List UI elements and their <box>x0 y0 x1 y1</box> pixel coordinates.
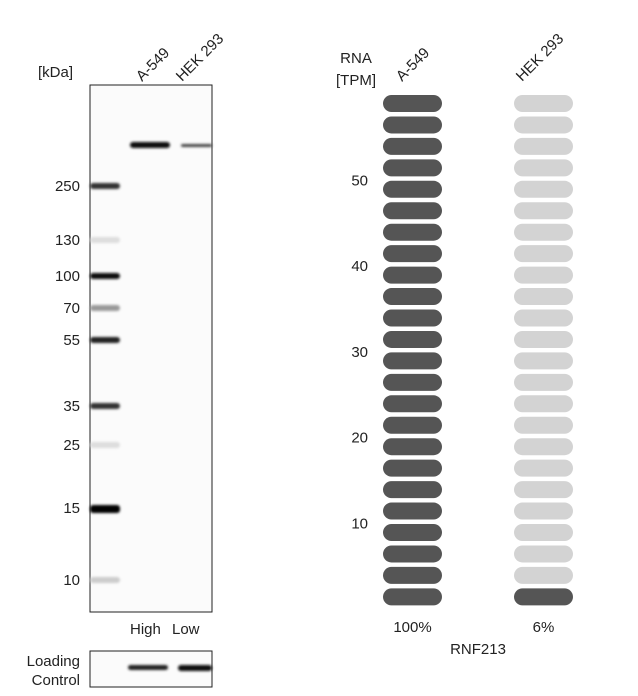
rna-pill <box>514 266 573 284</box>
rna-axis-label: RNA <box>340 50 372 67</box>
marker-label: 10 <box>63 572 80 589</box>
rna-pill <box>514 545 573 563</box>
rna-pill-filled <box>383 373 442 391</box>
rna-pill-filled <box>383 266 442 284</box>
marker-band <box>90 403 120 409</box>
marker-label: 130 <box>55 232 80 249</box>
rna-pill-filled <box>383 137 442 155</box>
marker-band <box>90 305 120 311</box>
marker-label: 25 <box>63 437 80 454</box>
lane-level: High <box>130 621 161 638</box>
rna-pill <box>514 223 573 241</box>
rna-pill-filled <box>383 116 442 134</box>
marker-band <box>90 577 120 583</box>
marker-label: 100 <box>55 268 80 285</box>
marker-band <box>90 273 120 279</box>
rna-pill <box>514 352 573 370</box>
marker-label: 35 <box>63 398 80 415</box>
rna-pill <box>514 159 573 177</box>
sample-label: HEK 293 <box>513 30 567 84</box>
rna-tick-label: 40 <box>351 258 368 275</box>
sample-label: A-549 <box>393 45 433 85</box>
rna-pill-filled <box>514 588 573 606</box>
rna-pill-filled <box>383 288 442 306</box>
rna-tick-label: 30 <box>351 344 368 361</box>
rna-pill <box>514 330 573 348</box>
lane-label: A-549 <box>133 45 173 85</box>
marker-label: 70 <box>63 300 80 317</box>
marker-band <box>90 337 120 343</box>
rna-pill-filled <box>383 245 442 263</box>
rna-pill-filled <box>383 416 442 434</box>
marker-band <box>90 183 120 189</box>
rna-pill <box>514 566 573 584</box>
ladder <box>90 183 120 583</box>
rna-pill <box>514 438 573 456</box>
unit-label: [kDa] <box>38 64 73 81</box>
rna-tick-label: 50 <box>351 172 368 189</box>
rna-pill-filled <box>383 481 442 499</box>
rna-pill-filled <box>383 159 442 177</box>
rna-pill <box>514 180 573 198</box>
rna-pill-filled <box>383 588 442 606</box>
rna-pill <box>514 309 573 327</box>
loading-control-label: Control <box>32 672 80 689</box>
rna-pill-filled <box>383 502 442 520</box>
rna-pill <box>514 459 573 477</box>
blot-membrane <box>89 84 213 613</box>
marker-band <box>90 505 120 513</box>
rna-pill <box>514 202 573 220</box>
rna-pill-filled <box>383 438 442 456</box>
rna-pill-filled <box>383 545 442 563</box>
rna-pill-filled <box>383 180 442 198</box>
rna-pill-filled <box>383 309 442 327</box>
rna-pill-filled <box>383 459 442 477</box>
marker-band <box>90 237 120 243</box>
rna-pill <box>514 137 573 155</box>
rna-pill <box>514 524 573 541</box>
rna-pill-filled <box>383 202 442 220</box>
rna-tick-label: 10 <box>351 515 368 532</box>
gene-label: RNF213 <box>450 641 506 658</box>
rna-pill <box>514 502 573 520</box>
band <box>128 665 168 670</box>
rna-pill <box>514 481 573 499</box>
rna-pill <box>514 245 573 263</box>
rna-pill-filled <box>383 95 442 112</box>
band <box>178 665 212 671</box>
rna-pill <box>514 116 573 134</box>
rna-pill <box>514 395 573 413</box>
band <box>181 144 212 147</box>
lane-label: HEK 293 <box>173 30 227 84</box>
rna-value-label: 6% <box>533 619 555 636</box>
marker-label: 250 <box>55 178 80 195</box>
rna-pill-filled <box>383 524 442 541</box>
rna-pill-filled <box>383 330 442 348</box>
marker-band <box>90 442 120 448</box>
rna-pill-filled <box>383 223 442 241</box>
marker-label: 55 <box>63 332 80 349</box>
rna-axis-label: [TPM] <box>336 72 376 89</box>
rna-pill <box>514 416 573 434</box>
rna-pill-filled <box>383 352 442 370</box>
band <box>130 142 170 148</box>
lane-level: Low <box>172 621 200 638</box>
marker-label: 15 <box>63 500 80 517</box>
rna-pill <box>514 95 573 112</box>
rna-pill-filled <box>383 566 442 584</box>
rna-tick-label: 20 <box>351 430 368 447</box>
sample-bands <box>128 142 212 671</box>
rna-value-label: 100% <box>393 619 431 636</box>
rna-pill-filled <box>383 395 442 413</box>
loading-control-label: Loading <box>27 653 80 670</box>
rna-pill <box>514 373 573 391</box>
rna-pill <box>514 288 573 306</box>
